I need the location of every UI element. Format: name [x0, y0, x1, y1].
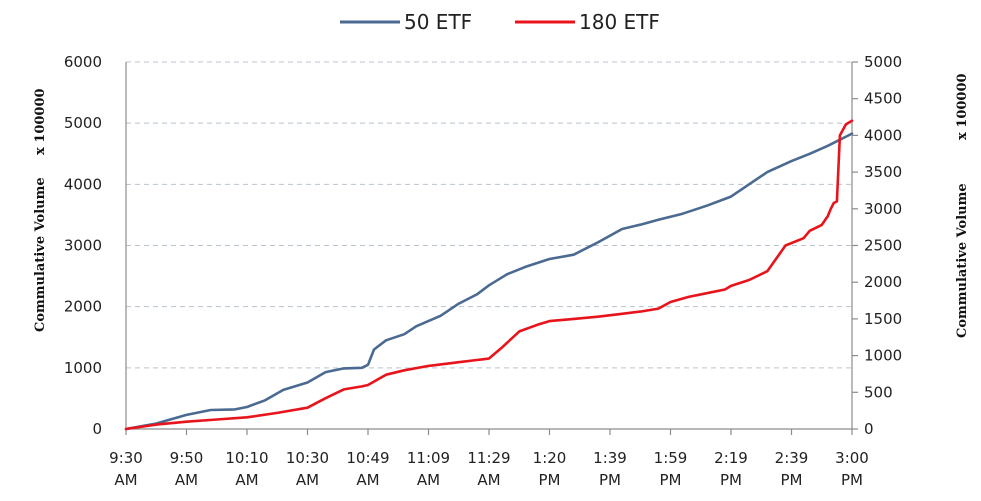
x-tick-label-period: AM: [114, 471, 137, 489]
right-y-tick-label: 500: [864, 383, 893, 401]
x-tick-label-time: 1:39: [593, 449, 627, 467]
x-tick-label-period: PM: [539, 471, 561, 489]
left-axis-title: Commulative Volume: [33, 177, 48, 332]
x-tick-label-time: 3:00: [835, 449, 869, 467]
x-tick-label-period: AM: [235, 471, 258, 489]
x-tick-label-period: AM: [356, 471, 379, 489]
left-y-tick-label: 3000: [64, 237, 102, 255]
x-tick-label-time: 2:39: [775, 449, 809, 467]
left-y-tick-label: 2000: [64, 298, 102, 316]
left-y-tick-label: 4000: [64, 175, 102, 193]
right-y-tick-label: 2000: [864, 273, 902, 291]
left-y-tick-label: 6000: [64, 53, 102, 71]
x-tick-label-period: AM: [417, 471, 440, 489]
x-tick-label-period: PM: [720, 471, 742, 489]
legend-label-50-etf: 50 ETF: [404, 10, 472, 34]
right-y-tick-label: 4000: [864, 126, 902, 144]
x-axis-ticks: 9:30 AM 9:50 AM 10:10 AM 10:30 AM 10:49 AM 11:09 AM…: [109, 429, 869, 489]
x-tick-label-period: PM: [660, 471, 682, 489]
series-lines: [124, 119, 854, 431]
right-y-tick-label: 3500: [864, 163, 902, 181]
x-tick-label-time: 9:50: [170, 449, 204, 467]
left-y-tick-label: 5000: [64, 114, 102, 132]
x-tick-label-period: AM: [477, 471, 500, 489]
right-y-tick-label: 1000: [864, 347, 902, 365]
right-y-tick-label: 0: [864, 420, 874, 438]
axes: [125, 62, 853, 430]
x-tick-label-time: 1:59: [654, 449, 688, 467]
x-tick-label-time: 10:30: [286, 449, 329, 467]
series-line-180-etf: [124, 119, 854, 431]
x-tick-label-period: AM: [296, 471, 319, 489]
x-tick-label-period: PM: [781, 471, 803, 489]
x-tick-label-time: 9:30: [109, 449, 143, 467]
left-y-tick-label: 0: [92, 420, 102, 438]
right-y-tick-label: 3000: [864, 200, 902, 218]
x-tick-label-time: 11:09: [407, 449, 450, 467]
legend-label-180-etf: 180 ETF: [579, 10, 660, 34]
left-y-axis-ticks: 0 1000 2000 3000 4000 5000 6000: [64, 53, 102, 438]
right-y-tick-label: 1500: [864, 310, 902, 328]
x-tick-label-period: PM: [841, 471, 863, 489]
left-y-tick-label: 1000: [64, 359, 102, 377]
right-y-tick-label: 5000: [864, 53, 902, 71]
right-y-axis-ticks: 0 500 1000 1500 2000 2500 3000 3500 4000 4500 5000: [852, 53, 902, 438]
right-axis-title: Commulative Volume: [955, 183, 970, 338]
x-tick-label-time: 1:20: [533, 449, 567, 467]
x-tick-label-time: 11:29: [467, 449, 510, 467]
right-y-tick-label: 4500: [864, 90, 902, 108]
x-tick-label-period: PM: [599, 471, 621, 489]
right-axis-multiplier: x 100000: [955, 73, 970, 140]
gridlines: [126, 61, 852, 369]
legend: 50 ETF 180 ETF: [340, 10, 660, 34]
x-tick-label-period: AM: [175, 471, 198, 489]
x-tick-label-time: 2:19: [714, 449, 748, 467]
x-tick-label-time: 10:49: [346, 449, 389, 467]
series-line-50-etf: [124, 132, 854, 431]
left-axis-multiplier: x 100000: [33, 88, 48, 155]
right-y-tick-label: 2500: [864, 237, 902, 255]
x-tick-label-time: 10:10: [225, 449, 268, 467]
